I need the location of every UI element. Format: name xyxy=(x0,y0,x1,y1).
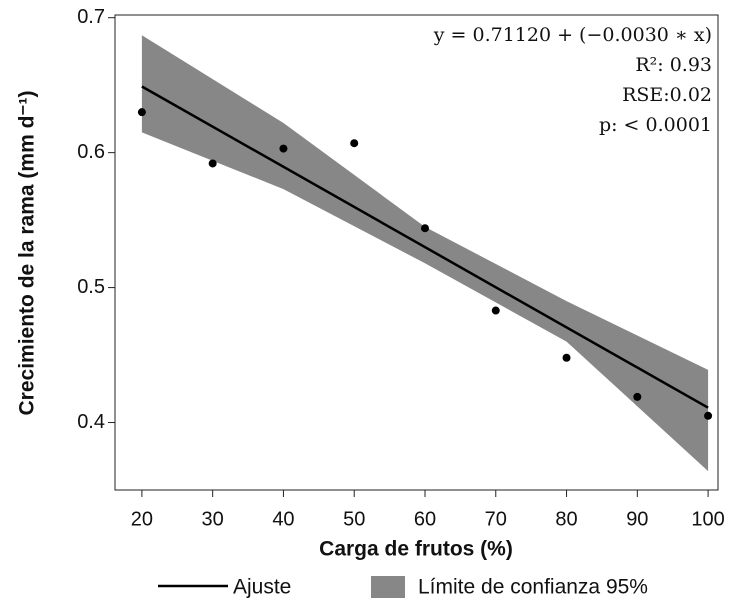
y-tick-label: 0.7 xyxy=(77,6,105,28)
confidence-band xyxy=(141,35,709,472)
y-axis-label: Crecimiento de la rama (mm d⁻¹) xyxy=(16,91,39,416)
y-tick-label: 0.5 xyxy=(77,276,105,298)
data-point xyxy=(704,411,713,420)
annotation: RSE:0.02 xyxy=(622,84,712,106)
data-point xyxy=(420,224,429,233)
x-tick-label: 100 xyxy=(691,508,724,530)
x-tick-label: 70 xyxy=(485,508,507,530)
x-tick-label: 20 xyxy=(131,508,153,530)
y-tick-label: 0.6 xyxy=(77,141,105,163)
x-tick-label: 80 xyxy=(555,508,577,530)
x-axis-label: Carga de frutos (%) xyxy=(319,538,513,561)
data-point xyxy=(491,306,500,315)
data-point xyxy=(350,139,359,148)
x-tick-label: 60 xyxy=(414,508,436,530)
x-tick-label: 30 xyxy=(202,508,224,530)
plot-frame xyxy=(114,14,719,491)
legend-label: Límite de confianza 95% xyxy=(418,576,648,599)
legend-label: Ajuste xyxy=(233,576,291,599)
data-point xyxy=(208,159,217,168)
data-point xyxy=(633,392,642,401)
data-point xyxy=(562,353,571,362)
annotation: p: < 0.0001 xyxy=(599,114,712,136)
x-tick-label: 90 xyxy=(626,508,648,530)
data-point xyxy=(137,108,146,117)
fit-line xyxy=(141,85,709,409)
x-tick-label: 40 xyxy=(272,508,294,530)
annotation: y = 0.71120 + (−0.0030 ∗ x) xyxy=(433,24,712,46)
annotation: R²: 0.93 xyxy=(635,54,712,76)
legend-swatch xyxy=(371,576,405,598)
data-point xyxy=(279,144,288,153)
x-tick-label: 50 xyxy=(343,508,365,530)
y-tick-label: 0.4 xyxy=(77,411,105,433)
